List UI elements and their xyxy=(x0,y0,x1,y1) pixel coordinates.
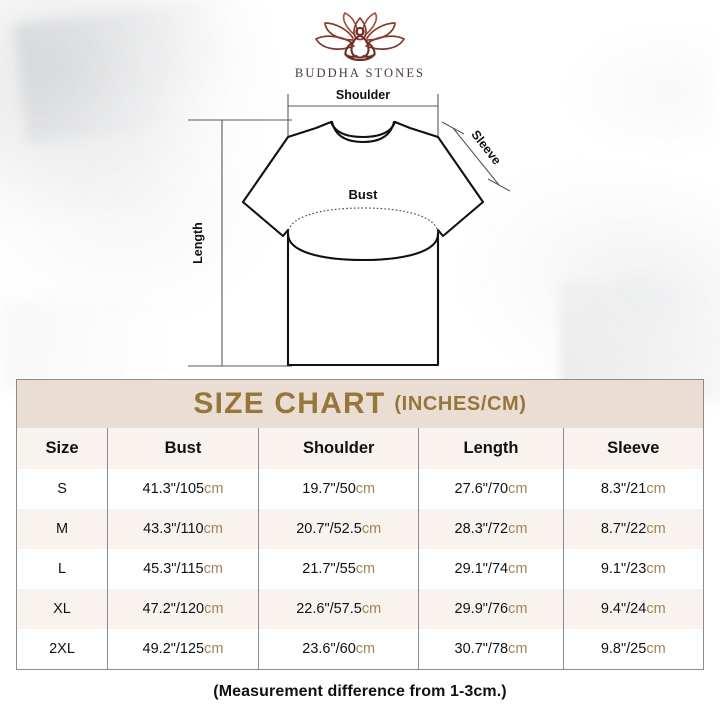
tshirt-outline xyxy=(241,120,485,367)
unit-cm: cm xyxy=(355,561,376,577)
table-row: XL 47.2"/120cm 22.6"/57.5cm 29.9"/76cm 9… xyxy=(17,589,703,629)
unit-cm: cm xyxy=(204,641,224,657)
cell-length: 28.3"/72cm xyxy=(418,509,564,549)
cell-bust: 45.3"/115cm xyxy=(107,549,259,589)
cell-length: 29.9"/76cm xyxy=(418,589,564,629)
unit-cm: cm xyxy=(204,481,224,497)
size-chart-title-bar: SIZE CHART (INCHES/CM) xyxy=(17,380,703,428)
unit-cm: cm xyxy=(361,521,382,537)
cell-size: M xyxy=(17,509,109,549)
size-chart-title: SIZE CHART xyxy=(193,387,386,420)
column-header-length: Length xyxy=(418,428,564,469)
table-header-row: Size Bust Shoulder Length Sleeve xyxy=(17,428,703,469)
unit-cm: cm xyxy=(355,641,376,657)
sleeve-label: Sleeve xyxy=(468,128,503,168)
tshirt-measurement-diagram: Shoulder Length Sleeve Bust xyxy=(180,84,530,376)
bust-guide-solid xyxy=(286,232,440,262)
bust-guide-dotted xyxy=(287,207,439,235)
cell-bust: 49.2"/125cm xyxy=(107,629,259,669)
table-header: Size Bust Shoulder Length Sleeve xyxy=(17,428,703,469)
table-row: L 45.3"/115cm 21.7"/55cm 29.1"/74cm 9.1"… xyxy=(17,549,703,589)
brand-logo-block: BUDDHA STONES xyxy=(0,12,720,81)
length-label: Length xyxy=(191,222,205,264)
cell-sleeve: 9.4"/24cm xyxy=(600,601,666,617)
cell-sleeve: 9.8"/25cm xyxy=(600,641,666,657)
neckline xyxy=(330,120,396,144)
unit-cm: cm xyxy=(646,561,666,577)
table-row: S 41.3"/105cm 19.7"/50cm 27.6"/70cm 8.3"… xyxy=(17,469,703,509)
cell-size: XL xyxy=(17,589,109,629)
size-chart-unit-label: (INCHES/CM) xyxy=(394,392,527,415)
table-body: S 41.3"/105cm 19.7"/50cm 27.6"/70cm 8.3"… xyxy=(17,469,703,669)
unit-cm: cm xyxy=(203,561,223,577)
measurement-difference-note: (Measurement difference from 1-3cm.) xyxy=(213,683,507,700)
cell-length: 29.1"/74cm xyxy=(418,549,564,589)
unit-cm: cm xyxy=(508,601,528,617)
cell-shoulder: 22.6"/57.5cm xyxy=(258,589,420,629)
cell-shoulder: 19.7"/50cm xyxy=(258,469,420,509)
cell-bust: 43.3"/110cm xyxy=(107,509,259,549)
column-header-bust: Bust xyxy=(107,428,259,469)
cell-size: S xyxy=(17,469,109,509)
unit-cm: cm xyxy=(508,481,528,497)
cell-length: 27.6"/70cm xyxy=(418,469,564,509)
unit-cm: cm xyxy=(646,641,666,657)
cell-sleeve: 9.1"/23cm xyxy=(600,561,666,577)
cell-size: L xyxy=(17,549,109,589)
length-dimension-guide xyxy=(188,119,292,367)
table-row: 2XL 49.2"/125cm 23.6"/60cm 30.7"/78cm 9.… xyxy=(17,629,703,669)
brand-name-text: BUDDHA STONES xyxy=(294,66,426,80)
lotus-meditation-icon xyxy=(315,12,405,62)
cell-size: 2XL xyxy=(17,629,109,669)
cell-shoulder: 21.7"/55cm xyxy=(258,549,420,589)
tshirt-diagram-svg: Shoulder Length Sleeve Bust xyxy=(188,88,511,367)
unit-cm: cm xyxy=(204,601,224,617)
sleeve-dimension-guide xyxy=(441,121,511,192)
column-header-size: Size xyxy=(17,428,109,469)
cell-length: 30.7"/78cm xyxy=(418,629,564,669)
unit-cm: cm xyxy=(508,641,528,657)
cell-sleeve: 8.7"/22cm xyxy=(600,521,666,537)
bust-label: Bust xyxy=(349,187,379,202)
unit-cm: cm xyxy=(203,521,223,537)
column-header-sleeve: Sleeve xyxy=(607,439,660,457)
unit-cm: cm xyxy=(508,561,528,577)
cell-bust: 47.2"/120cm xyxy=(107,589,259,629)
unit-cm: cm xyxy=(646,601,666,617)
size-chart-table: Size Bust Shoulder Length Sleeve S 41.3"… xyxy=(17,428,703,669)
cell-bust: 41.3"/105cm xyxy=(107,469,259,509)
unit-cm: cm xyxy=(646,521,666,537)
table-row: M 43.3"/110cm 20.7"/52.5cm 28.3"/72cm 8.… xyxy=(17,509,703,549)
unit-cm: cm xyxy=(355,481,376,497)
shoulder-label: Shoulder xyxy=(336,88,390,102)
column-header-shoulder: Shoulder xyxy=(258,428,420,469)
unit-cm: cm xyxy=(508,521,528,537)
cell-shoulder: 20.7"/52.5cm xyxy=(258,509,420,549)
cell-shoulder: 23.6"/60cm xyxy=(258,629,420,669)
cell-sleeve: 8.3"/21cm xyxy=(600,481,666,497)
size-chart-table-frame: SIZE CHART (INCHES/CM) Size Bust Shoulde… xyxy=(16,379,704,670)
unit-cm: cm xyxy=(646,481,666,497)
unit-cm: cm xyxy=(361,601,382,617)
